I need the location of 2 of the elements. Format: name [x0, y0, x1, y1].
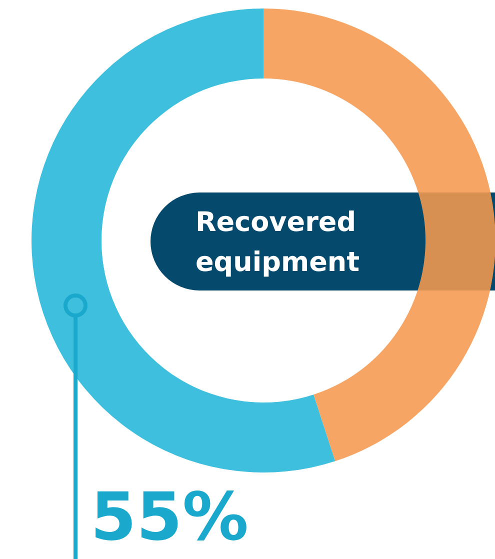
text: Recovered equipment — [196, 207, 360, 278]
data-label: 55% — [90, 478, 248, 556]
